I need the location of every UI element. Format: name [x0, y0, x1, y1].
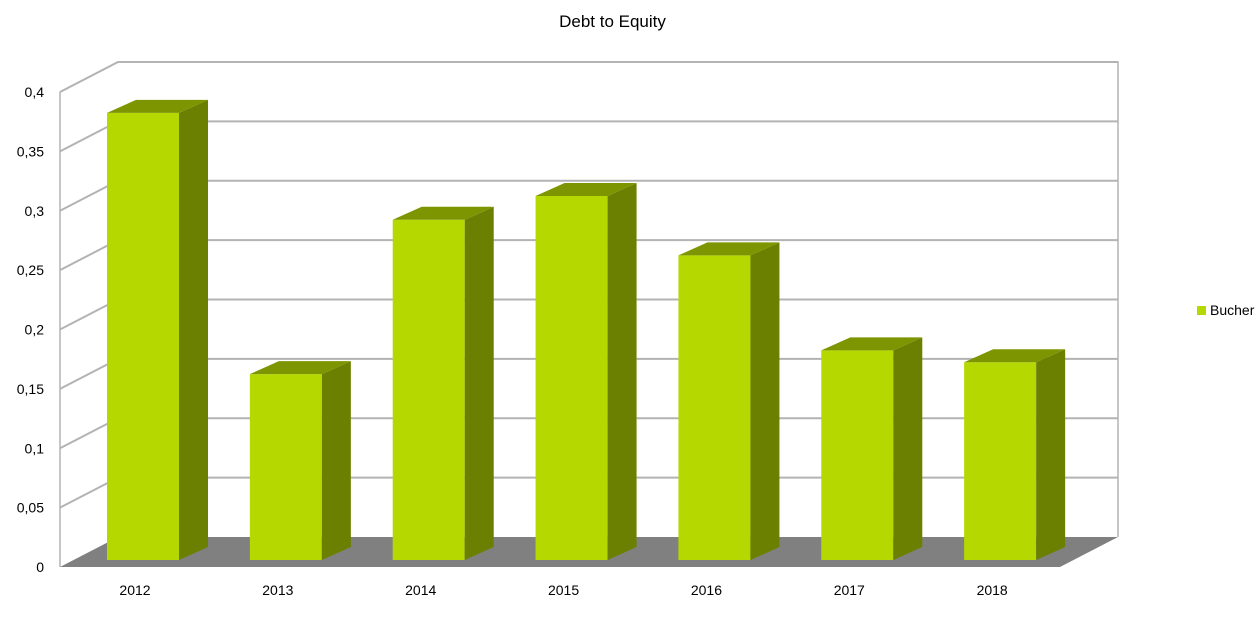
x-tick-label: 2014	[405, 582, 436, 598]
x-tick-label: 2017	[834, 582, 865, 598]
bar-top-2014	[392, 206, 494, 220]
bar-top-2012	[107, 99, 208, 113]
x-tick-label: 2016	[691, 582, 722, 598]
y-tick-label: 0,2	[25, 322, 45, 338]
bar-2015	[535, 196, 608, 560]
y-tick-label: 0,05	[17, 500, 44, 516]
x-tick-label: 2018	[977, 582, 1008, 598]
y-tick-label: 0,15	[17, 381, 44, 397]
bar-2013	[249, 374, 322, 560]
y-tick-label: 0,1	[25, 440, 45, 456]
bar-top-2013	[249, 361, 351, 375]
bar-top-2018	[964, 349, 1066, 363]
y-tick-label: 0,4	[25, 84, 45, 100]
bar-side-2018	[1036, 349, 1066, 560]
legend-label: Bucher	[1210, 302, 1255, 318]
y-tick-label: 0,3	[25, 203, 45, 219]
gridline	[59, 120, 1118, 153]
x-tick-label: 2012	[119, 582, 150, 598]
y-tick-label: 0,25	[17, 262, 44, 278]
bars	[107, 99, 1066, 560]
x-tick-label: 2013	[262, 582, 293, 598]
legend: Bucher	[1197, 302, 1254, 318]
bar-side-2017	[893, 337, 923, 560]
x-axis-ticks: 2012 2013 2014 2015 2016 2017 2018	[119, 582, 1008, 598]
bar-2014	[392, 219, 465, 560]
bar-top-2017	[821, 337, 923, 351]
bar-2017	[821, 350, 894, 560]
bar-side-2015	[607, 183, 637, 560]
bar-top-2015	[535, 183, 637, 196]
bar-2012	[107, 112, 179, 560]
bar-2016	[678, 255, 751, 560]
y-axis-ticks: 0 0,05 0,1 0,15 0,2 0,25 0,3 0,35 0,4	[17, 84, 44, 575]
bar-2018	[964, 362, 1037, 560]
y-tick-label: 0	[36, 559, 44, 575]
bar-top-2016	[678, 242, 780, 256]
y-tick-label: 0,35	[17, 143, 44, 159]
bar-side-2013	[321, 361, 351, 560]
x-tick-label: 2015	[548, 582, 579, 598]
bar-side-2012	[179, 99, 208, 560]
bar-side-2014	[464, 206, 494, 560]
bar-side-2016	[750, 242, 780, 560]
gridline	[59, 61, 1118, 93]
legend-swatch	[1197, 305, 1206, 315]
chart-title: Debt to Equity	[559, 12, 666, 31]
